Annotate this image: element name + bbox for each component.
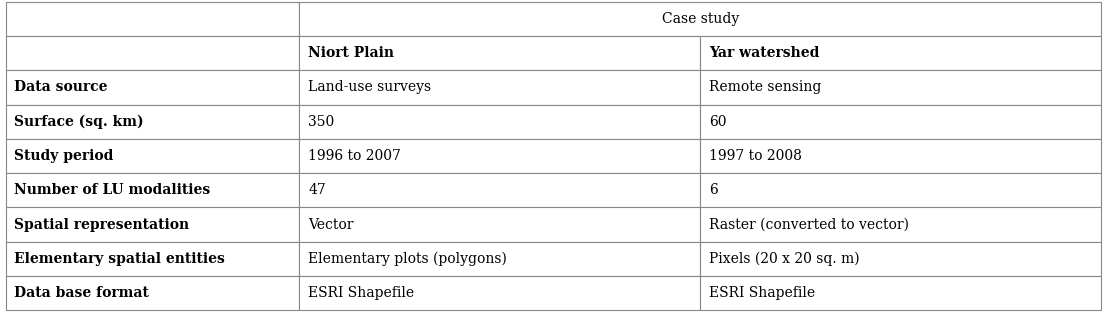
Bar xyxy=(299,2,1101,36)
Text: Elementary spatial entities: Elementary spatial entities xyxy=(14,252,225,266)
Bar xyxy=(701,173,1101,207)
Bar xyxy=(701,105,1101,139)
Text: Vector: Vector xyxy=(308,218,353,232)
Bar xyxy=(6,139,299,173)
Text: Surface (sq. km): Surface (sq. km) xyxy=(14,115,144,129)
Bar xyxy=(701,242,1101,276)
Bar xyxy=(299,173,701,207)
Bar xyxy=(701,276,1101,310)
Bar xyxy=(6,70,299,105)
Bar xyxy=(701,70,1101,105)
Text: Spatial representation: Spatial representation xyxy=(14,218,189,232)
Text: Study period: Study period xyxy=(14,149,114,163)
Bar xyxy=(299,105,701,139)
Text: Data base format: Data base format xyxy=(14,286,149,300)
Text: Elementary plots (polygons): Elementary plots (polygons) xyxy=(308,252,507,266)
Bar xyxy=(701,36,1101,70)
Text: Pixels (20 x 20 sq. m): Pixels (20 x 20 sq. m) xyxy=(710,252,860,266)
Text: Case study: Case study xyxy=(662,12,739,26)
Text: Niort Plain: Niort Plain xyxy=(308,46,394,60)
Bar xyxy=(299,70,701,105)
Text: Data source: Data source xyxy=(14,80,107,94)
Text: 60: 60 xyxy=(710,115,726,129)
Text: Number of LU modalities: Number of LU modalities xyxy=(14,183,210,197)
Bar xyxy=(299,242,701,276)
Bar xyxy=(6,36,299,70)
Bar xyxy=(6,2,299,36)
Text: 6: 6 xyxy=(710,183,718,197)
Bar xyxy=(6,242,299,276)
Bar xyxy=(299,207,701,242)
Bar xyxy=(299,276,701,310)
Bar xyxy=(701,207,1101,242)
Bar xyxy=(6,173,299,207)
Text: ESRI Shapefile: ESRI Shapefile xyxy=(308,286,414,300)
Bar xyxy=(6,276,299,310)
Text: ESRI Shapefile: ESRI Shapefile xyxy=(710,286,816,300)
Text: Yar watershed: Yar watershed xyxy=(710,46,819,60)
Text: Land-use surveys: Land-use surveys xyxy=(308,80,432,94)
Text: Raster (converted to vector): Raster (converted to vector) xyxy=(710,218,909,232)
Bar xyxy=(6,105,299,139)
Text: 1996 to 2007: 1996 to 2007 xyxy=(308,149,401,163)
Text: 350: 350 xyxy=(308,115,334,129)
Bar xyxy=(6,207,299,242)
Bar xyxy=(701,139,1101,173)
Text: 1997 to 2008: 1997 to 2008 xyxy=(710,149,803,163)
Text: Remote sensing: Remote sensing xyxy=(710,80,821,94)
Bar xyxy=(299,139,701,173)
Bar xyxy=(299,36,701,70)
Text: 47: 47 xyxy=(308,183,325,197)
